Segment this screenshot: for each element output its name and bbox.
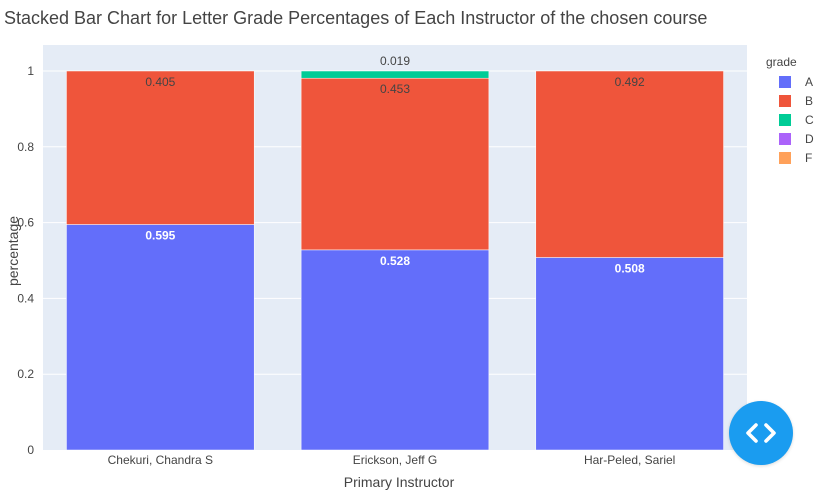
code-button[interactable] (729, 401, 793, 465)
legend-swatch (779, 114, 791, 126)
bar-value-label: 0.405 (145, 75, 175, 89)
y-tick-label: 1 (27, 64, 34, 78)
x-axis-label: Primary Instructor (344, 474, 455, 490)
legend-label: C (805, 113, 814, 127)
bar-segment-a[interactable] (300, 249, 490, 451)
bar-value-label: 0.528 (380, 254, 410, 268)
bar-segment-b[interactable] (535, 70, 724, 258)
legend-label: D (805, 132, 814, 146)
bar-segment-c[interactable] (300, 70, 490, 79)
y-tick-label: 0.8 (17, 140, 34, 154)
bar-value-label: 0.492 (615, 75, 645, 89)
bar-segment-a[interactable] (535, 257, 724, 451)
bar-segment-a[interactable] (66, 224, 255, 451)
x-tick-label: Chekuri, Chandra S (108, 453, 213, 467)
legend-item-b[interactable]: B (779, 94, 813, 108)
y-tick-labels: 0 0.2 0.4 0.6 0.8 1 (17, 64, 34, 457)
legend-label: B (805, 94, 813, 108)
bar-value-label: 0.453 (380, 82, 410, 96)
legend-swatch (779, 152, 791, 164)
legend-item-f[interactable]: F (779, 151, 812, 165)
code-brackets-icon (746, 423, 776, 443)
bar-labels: 0.595 0.405 0.528 0.453 0.019 0.508 0.492 (145, 54, 645, 275)
x-tick-label: Har-Peled, Sariel (584, 453, 675, 467)
bar-value-label: 0.019 (380, 54, 410, 68)
x-tick-label: Erickson, Jeff G (353, 453, 437, 467)
legend-item-c[interactable]: C (779, 113, 814, 127)
legend-label: A (805, 75, 813, 89)
legend-swatch (779, 133, 791, 145)
legend-label: F (805, 151, 812, 165)
y-tick-label: 0 (27, 443, 34, 457)
legend-swatch (779, 95, 791, 107)
y-tick-label: 0.6 (17, 216, 34, 230)
y-tick-label: 0.4 (17, 291, 34, 305)
legend-swatch (779, 76, 791, 88)
legend-item-a[interactable]: A (779, 75, 813, 89)
bar-value-label: 0.595 (145, 228, 175, 242)
bar-segment-b[interactable] (66, 70, 255, 225)
legend-item-d[interactable]: D (779, 132, 814, 146)
bar-value-label: 0.508 (615, 261, 645, 275)
bar-segment-b[interactable] (300, 77, 490, 251)
x-tick-labels: Chekuri, Chandra S Erickson, Jeff G Har-Pe… (108, 453, 676, 467)
y-tick-label: 0.2 (17, 367, 34, 381)
y-axis-label: percentage (5, 216, 21, 286)
chart-title: Stacked Bar Chart for Letter Grade Perce… (4, 8, 707, 28)
legend-title: grade (766, 55, 797, 69)
bars[interactable] (66, 70, 724, 451)
